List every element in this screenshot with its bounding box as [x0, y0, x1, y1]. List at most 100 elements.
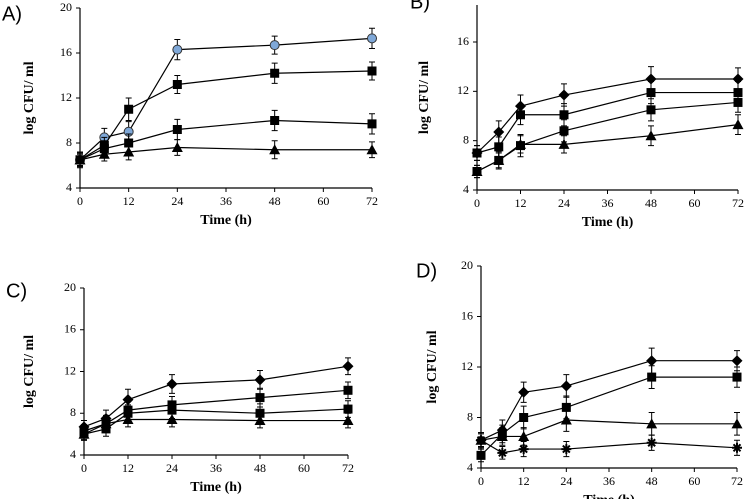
marker — [476, 450, 486, 460]
marker — [171, 142, 183, 152]
marker — [647, 372, 657, 382]
marker — [518, 444, 529, 455]
marker — [476, 435, 486, 446]
marker — [172, 125, 182, 134]
marker — [518, 386, 530, 398]
marker — [367, 119, 377, 129]
series-line — [476, 78, 738, 154]
series-line — [480, 419, 737, 441]
panel-title: B) — [410, 0, 430, 13]
y-tick-label: 16 — [60, 45, 72, 59]
marker — [342, 415, 354, 426]
marker — [494, 142, 504, 152]
y-tick-label: 8 — [467, 409, 473, 423]
marker — [98, 148, 110, 159]
marker — [559, 110, 569, 120]
x-tick-label: 60 — [689, 196, 701, 210]
series-line — [79, 146, 372, 161]
marker — [731, 418, 743, 429]
x-tick-label: 0 — [77, 194, 83, 208]
y-tick-label: 20 — [461, 258, 473, 272]
x-tick-label: 12 — [515, 196, 527, 210]
marker — [254, 374, 266, 386]
series-line — [480, 439, 738, 454]
x-tick-label: 24 — [171, 194, 183, 208]
marker — [100, 418, 112, 429]
marker — [493, 154, 505, 165]
marker — [558, 138, 570, 149]
marker — [166, 378, 178, 390]
y-axis-label: log CFU/ ml — [22, 335, 37, 408]
x-tick-label: 24 — [558, 196, 570, 210]
marker — [646, 88, 656, 98]
marker — [560, 380, 572, 392]
x-tick-label: 60 — [317, 194, 329, 208]
y-tick-label: 12 — [461, 359, 473, 373]
x-tick-label: 48 — [646, 474, 658, 488]
marker — [496, 430, 508, 441]
x-axis-label: Time (h) — [200, 213, 252, 228]
x-axis-label: Time (h) — [190, 480, 242, 495]
marker — [269, 144, 281, 155]
panel-title: C) — [6, 280, 27, 302]
y-tick-label: 12 — [64, 363, 76, 377]
y-tick-label: 20 — [60, 0, 72, 14]
marker — [645, 130, 657, 141]
x-tick-label: 60 — [298, 461, 310, 475]
marker — [732, 442, 742, 453]
series-line — [83, 418, 348, 435]
marker — [172, 80, 182, 89]
marker — [561, 402, 571, 412]
marker — [124, 104, 134, 114]
y-tick-label: 16 — [457, 34, 469, 48]
marker — [366, 144, 378, 155]
x-tick-label: 36 — [602, 196, 614, 210]
y-tick-label: 12 — [60, 90, 72, 104]
marker — [472, 148, 482, 158]
marker — [561, 444, 572, 455]
panel-title: D) — [416, 260, 437, 282]
marker — [731, 355, 743, 367]
marker — [270, 68, 280, 78]
marker — [559, 126, 569, 136]
x-tick-label: 0 — [81, 461, 87, 475]
marker — [560, 414, 572, 425]
y-axis-label: log CFU/ ml — [425, 330, 440, 403]
y-tick-label: 4 — [467, 460, 473, 474]
x-tick-label: 36 — [210, 461, 222, 475]
y-tick-label: 12 — [457, 83, 469, 97]
x-tick-label: 36 — [603, 474, 615, 488]
marker — [732, 119, 744, 130]
marker — [732, 372, 742, 382]
marker — [367, 33, 377, 44]
x-tick-label: 72 — [342, 461, 354, 475]
marker — [123, 146, 135, 157]
marker — [255, 393, 265, 403]
y-tick-label: 4 — [66, 180, 72, 194]
marker — [254, 415, 266, 426]
marker — [516, 110, 525, 120]
series-line — [79, 70, 373, 161]
marker — [497, 447, 508, 458]
marker — [122, 414, 134, 425]
x-tick-label: 60 — [688, 474, 700, 488]
marker — [558, 89, 570, 101]
x-tick-label: 12 — [122, 461, 134, 475]
series-line — [480, 360, 737, 441]
marker — [519, 413, 529, 422]
y-tick-label: 20 — [64, 280, 76, 294]
x-tick-label: 24 — [166, 461, 178, 475]
marker — [122, 394, 134, 406]
marker — [493, 126, 505, 138]
y-axis-label: log CFU/ ml — [417, 61, 432, 134]
y-tick-label: 16 — [461, 308, 473, 322]
x-tick-label: 48 — [645, 196, 657, 210]
x-tick-label: 12 — [123, 194, 135, 208]
y-tick-label: 4 — [463, 182, 469, 196]
y-tick-label: 8 — [66, 135, 72, 149]
